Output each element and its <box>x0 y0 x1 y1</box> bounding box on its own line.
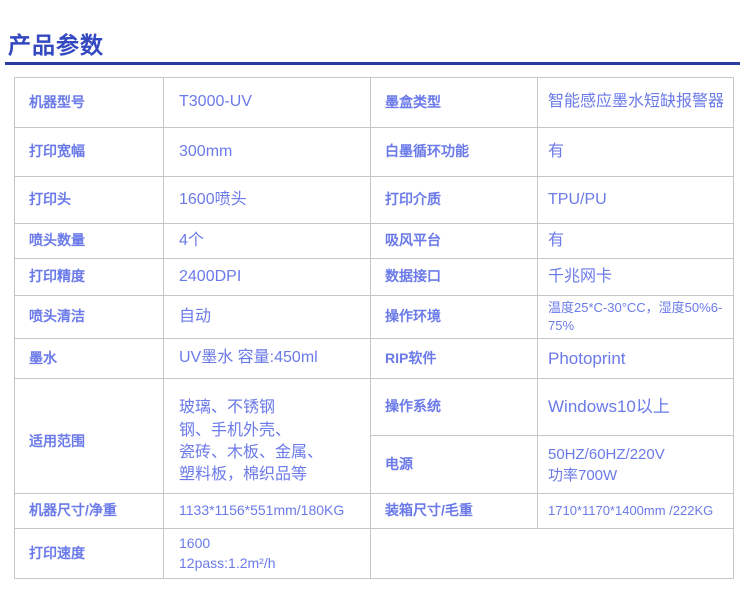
table-row: 电源 50HZ/60HZ/220V 功率700W <box>15 435 734 494</box>
spec-value-operating-environment: 温度25*C-30°CC，湿度50%6-75% <box>537 295 734 339</box>
table-row: 打印速度 1600 12pass:1.2m²/h <box>14 528 734 579</box>
spec-label-power-supply: 电源 <box>370 435 538 494</box>
spec-value-print-width: 300mm <box>163 127 371 177</box>
spec-value-print-head: 1600喷头 <box>163 176 371 224</box>
spec-label-operating-system: 操作系统 <box>370 378 538 436</box>
table-row: 喷头数量 4个 吸风平台 有 <box>14 223 734 259</box>
table-row: 墨水 UV墨水 容量:450ml RIP软件 Photoprint <box>14 338 734 379</box>
spec-label-print-width: 打印宽幅 <box>14 127 164 177</box>
spec-value-machine-model: T3000-UV <box>163 77 371 128</box>
spec-value-application-range: 玻璃、不锈钢 钢、手机外壳、 瓷砖、木板、金属、 塑料板，棉织品等 <box>163 378 371 494</box>
spec-label-rip-software: RIP软件 <box>370 338 538 379</box>
spec-value-ink-cartridge-type: 智能感应墨水短缺报警器 <box>537 77 734 128</box>
spec-value-rip-software: Photoprint <box>537 338 734 379</box>
spec-label-ink-cartridge-type: 墨盒类型 <box>370 77 538 128</box>
spec-value-white-ink-circulation: 有 <box>537 127 734 177</box>
spec-label-print-head: 打印头 <box>14 176 164 224</box>
spec-label-machine-model: 机器型号 <box>14 77 164 128</box>
spec-value-print-media: TPU/PU <box>537 176 734 224</box>
spec-label-ink: 墨水 <box>14 338 164 379</box>
table-row: 适用范围 玻璃、不锈钢 钢、手机外壳、 瓷砖、木板、金属、 塑料板，棉织品等 操… <box>14 378 734 494</box>
spec-value-head-cleaning: 自动 <box>163 295 371 339</box>
spec-value-machine-size-net-weight: 1133*1156*551mm/180KG <box>163 493 371 529</box>
spec-label-head-cleaning: 喷头清洁 <box>14 295 164 339</box>
title-underline-rule <box>5 62 740 65</box>
table-row: 机器尺寸/净重 1133*1156*551mm/180KG 装箱尺寸/毛重 17… <box>14 493 734 529</box>
spec-value-head-count: 4个 <box>163 223 371 259</box>
table-row: 打印宽幅 300mm 白墨循环功能 有 <box>14 127 734 177</box>
table-row: 喷头清洁 自动 操作环境 温度25*C-30°CC，湿度50%6-75% <box>14 295 734 339</box>
spec-value-print-precision: 2400DPI <box>163 258 371 296</box>
spec-label-machine-size-net-weight: 机器尺寸/净重 <box>14 493 164 529</box>
spec-value-packing-size-gross-weight: 1710*1170*1400mm /222KG <box>537 493 734 529</box>
spec-label-print-speed: 打印速度 <box>14 528 164 579</box>
spec-label-print-media: 打印介质 <box>370 176 538 224</box>
spec-value-ink: UV墨水 容量:450ml <box>163 338 371 379</box>
table-row: 机器型号 T3000-UV 墨盒类型 智能感应墨水短缺报警器 <box>14 77 734 128</box>
spec-value-vacuum-platform: 有 <box>537 223 734 259</box>
table-row: 打印精度 2400DPI 数据接口 千兆网卡 <box>14 258 734 296</box>
spec-label-packing-size-gross-weight: 装箱尺寸/毛重 <box>370 493 538 529</box>
spec-label-operating-environment: 操作环境 <box>370 295 538 339</box>
spec-value-operating-system: Windows10以上 <box>537 378 734 436</box>
spec-label-print-precision: 打印精度 <box>14 258 164 296</box>
spec-value-data-interface: 千兆网卡 <box>537 258 734 296</box>
spec-value-print-speed: 1600 12pass:1.2m²/h <box>163 528 371 579</box>
table-row: 打印头 1600喷头 打印介质 TPU/PU <box>14 176 734 224</box>
spec-label-application-range: 适用范围 <box>14 378 164 494</box>
empty-cell <box>370 528 734 579</box>
spec-label-data-interface: 数据接口 <box>370 258 538 296</box>
spec-label-head-count: 喷头数量 <box>14 223 164 259</box>
spec-label-vacuum-platform: 吸风平台 <box>370 223 538 259</box>
product-specs-table: 机器型号 T3000-UV 墨盒类型 智能感应墨水短缺报警器 打印宽幅 300m… <box>14 77 734 579</box>
page-title: 产品参数 <box>8 32 104 58</box>
spec-label-white-ink-circulation: 白墨循环功能 <box>370 127 538 177</box>
spec-value-power-supply: 50HZ/60HZ/220V 功率700W <box>537 435 734 494</box>
